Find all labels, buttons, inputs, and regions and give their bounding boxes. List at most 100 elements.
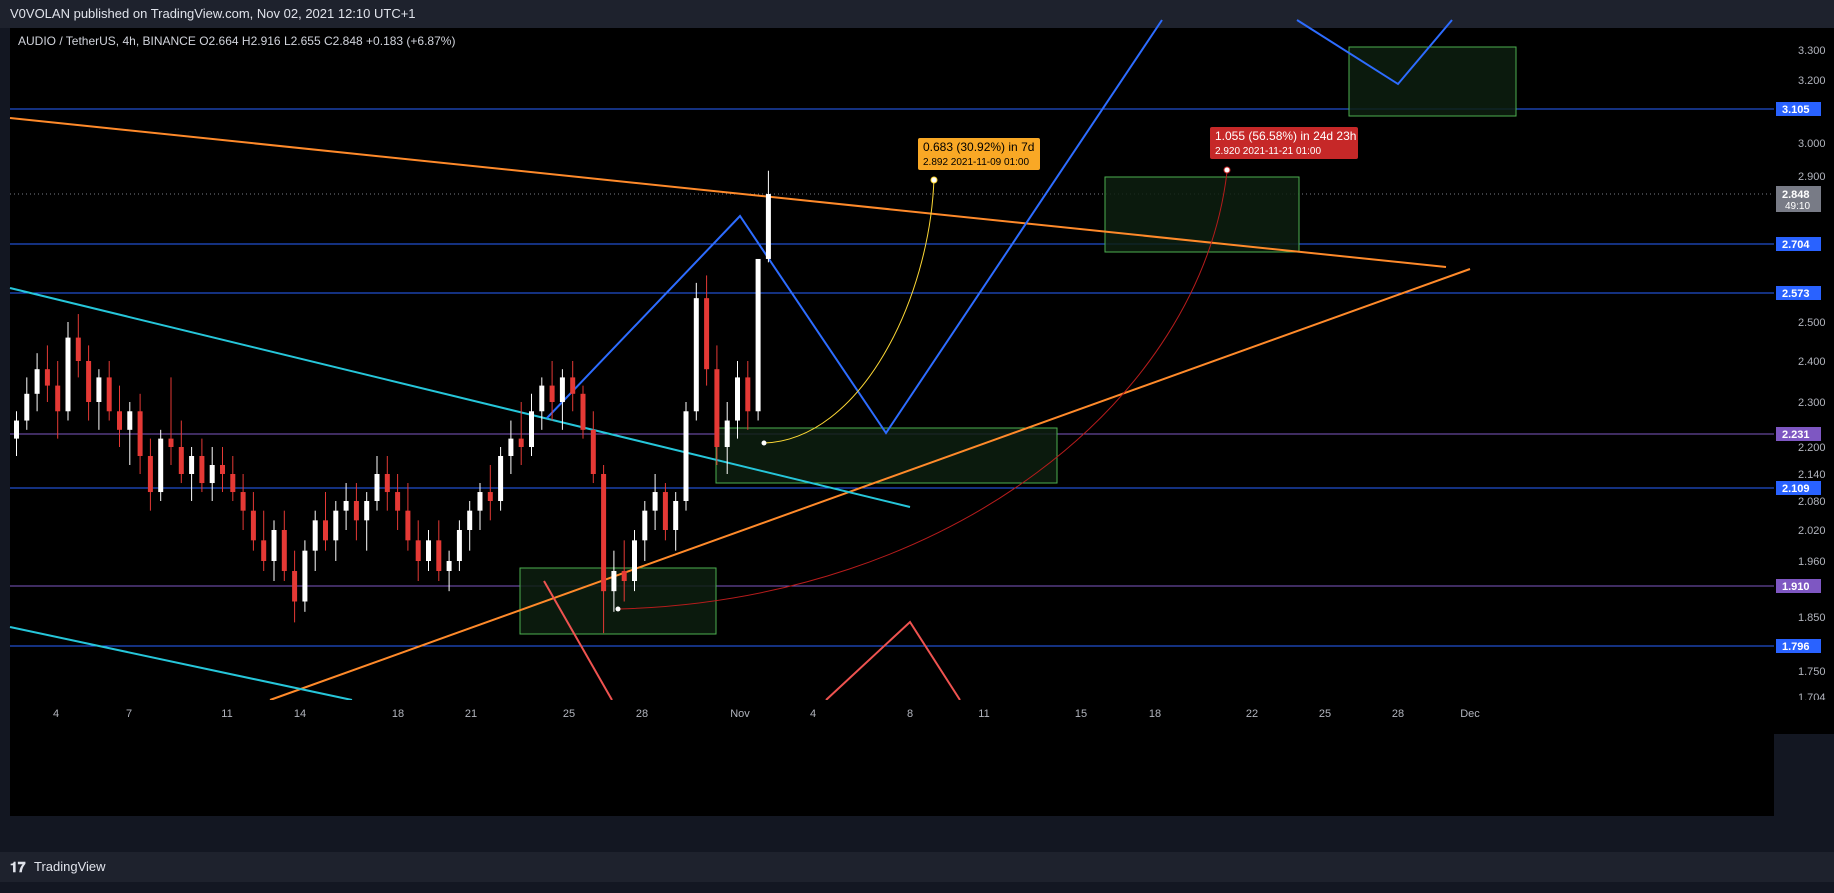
projected-path <box>546 19 1163 435</box>
candle-body <box>621 571 627 581</box>
support-trendline <box>269 268 1471 701</box>
price-tick-label: 2.500 <box>1798 317 1826 329</box>
price-level-badge-label: 1.796 <box>1782 641 1810 653</box>
price-level-badge <box>1776 481 1821 495</box>
time-tick-label: Dec <box>1460 708 1480 720</box>
candle-body <box>642 510 648 541</box>
time-tick-label: 28 <box>636 708 648 720</box>
projection-label-line2: 2.892 2021-11-09 01:00 <box>923 157 1029 168</box>
candle-body <box>14 420 19 439</box>
symbol-name: AUDIO / TetherUS, 4h, BINANCE <box>18 34 196 48</box>
candle-body <box>117 411 122 430</box>
time-tick-label: 18 <box>1149 708 1161 720</box>
price-tick-label: 3.300 <box>1798 45 1826 57</box>
price-tick-label: 1.750 <box>1798 666 1826 678</box>
candle-body <box>714 369 720 447</box>
candle-body <box>86 361 92 402</box>
candle-body <box>436 540 442 571</box>
candle-body <box>364 501 370 521</box>
projection-curve-red <box>617 171 1228 610</box>
price-tick-label: 3.200 <box>1798 75 1826 87</box>
projection-start-dot <box>761 440 767 446</box>
price-tick-label: 2.140 <box>1798 469 1826 481</box>
price-level-badge-label: 2.573 <box>1782 288 1810 300</box>
candle-body <box>240 492 246 511</box>
chart-area[interactable] <box>10 28 1774 816</box>
time-tick-label: Nov <box>730 708 750 720</box>
bear-path-right <box>825 620 961 701</box>
time-tick-label: 18 <box>392 708 404 720</box>
candle-body <box>467 510 473 530</box>
brand-name[interactable]: TradingView <box>34 859 106 874</box>
candle-body <box>446 561 452 571</box>
candle-body <box>724 420 730 447</box>
candle-body <box>426 540 431 561</box>
projection-end-dot <box>930 176 938 184</box>
candle-body <box>673 501 679 530</box>
candle-body <box>498 456 504 501</box>
time-tick-label: 7 <box>126 708 132 720</box>
candle-body <box>735 377 740 421</box>
projection-start-dot <box>615 606 621 612</box>
candle-body <box>384 474 390 493</box>
candle-body <box>662 492 668 530</box>
candle-body <box>75 337 81 361</box>
candle-body <box>632 540 637 581</box>
price-level-badge-label: 3.105 <box>1782 104 1810 116</box>
candle-body <box>601 474 607 592</box>
candle-body <box>405 510 411 541</box>
price-tick-label: 2.080 <box>1798 496 1826 508</box>
candle-body <box>137 411 143 456</box>
price-tick-label: 2.200 <box>1798 442 1826 454</box>
price-axis: 3.300 3.200 3.000 2.900 2.500 2.400 2.300 2.200… <box>1774 28 1834 704</box>
tradingview-logo-icon[interactable]: 𝟏𝟕 <box>10 852 30 893</box>
candle-body <box>477 492 483 511</box>
zones <box>519 46 1517 635</box>
candle-body <box>158 438 164 493</box>
candle-body <box>559 377 565 402</box>
price-level-badge <box>1776 286 1821 300</box>
candle-body <box>261 540 267 561</box>
svg-text:𝟏𝟕: 𝟏𝟕 <box>10 859 26 875</box>
time-tick-label: 4 <box>810 708 816 720</box>
time-tick-label: 14 <box>294 708 306 720</box>
candle-body <box>456 530 462 561</box>
candle-body <box>147 456 153 493</box>
candle-body <box>755 258 761 412</box>
symbol-info: AUDIO / TetherUS, 4h, BINANCE O2.664 H2.… <box>18 34 455 48</box>
candle-body <box>323 520 328 541</box>
chart-svg[interactable]: 0.683 (30.92%) in 7d 2.892 2021-11-09 01:… <box>0 0 1834 852</box>
candle-body <box>168 438 174 447</box>
projection-label-line1: 0.683 (30.92%) in 7d <box>923 140 1034 154</box>
time-tick-label: 8 <box>907 708 913 720</box>
candle-body <box>178 447 184 474</box>
candle-body <box>302 550 308 602</box>
candle-body <box>353 501 359 521</box>
ohlc-close: C2.848 <box>324 34 363 48</box>
projection-label-line2: 2.920 2021-11-21 01:00 <box>1215 146 1321 157</box>
candle-body <box>508 438 514 456</box>
projection-end-dot <box>1223 166 1231 174</box>
price-tick-label: 2.400 <box>1798 356 1826 368</box>
time-axis: 4 7 11 14 18 21 25 28 Nov 4 8 11 15 18 22 25 28 Dec <box>10 700 1834 734</box>
time-tick-label: 4 <box>53 708 59 720</box>
candle-body <box>343 501 349 511</box>
channel-lower-line <box>9 626 353 701</box>
price-tick-label: 2.300 <box>1798 397 1826 409</box>
time-tick-label: 28 <box>1392 708 1404 720</box>
publish-header: V0VOLAN published on TradingView.com, No… <box>0 0 1834 28</box>
zone-box <box>519 567 717 635</box>
price-tick-label: 2.020 <box>1798 525 1826 537</box>
price-level-badge-label: 2.704 <box>1782 239 1810 251</box>
ohlc-high: H2.916 <box>241 34 281 48</box>
footer-bar: 𝟏𝟕 TradingView <box>0 852 1834 882</box>
candle-body <box>209 465 215 484</box>
candle-body <box>570 377 576 394</box>
price-level-badge <box>1776 237 1821 251</box>
candle-body <box>487 492 493 501</box>
time-tick-label: 25 <box>1319 708 1331 720</box>
candle-body <box>765 194 771 259</box>
candle-body <box>745 377 751 412</box>
time-tick-label: 15 <box>1075 708 1087 720</box>
price-tick-label: 1.960 <box>1798 556 1826 568</box>
